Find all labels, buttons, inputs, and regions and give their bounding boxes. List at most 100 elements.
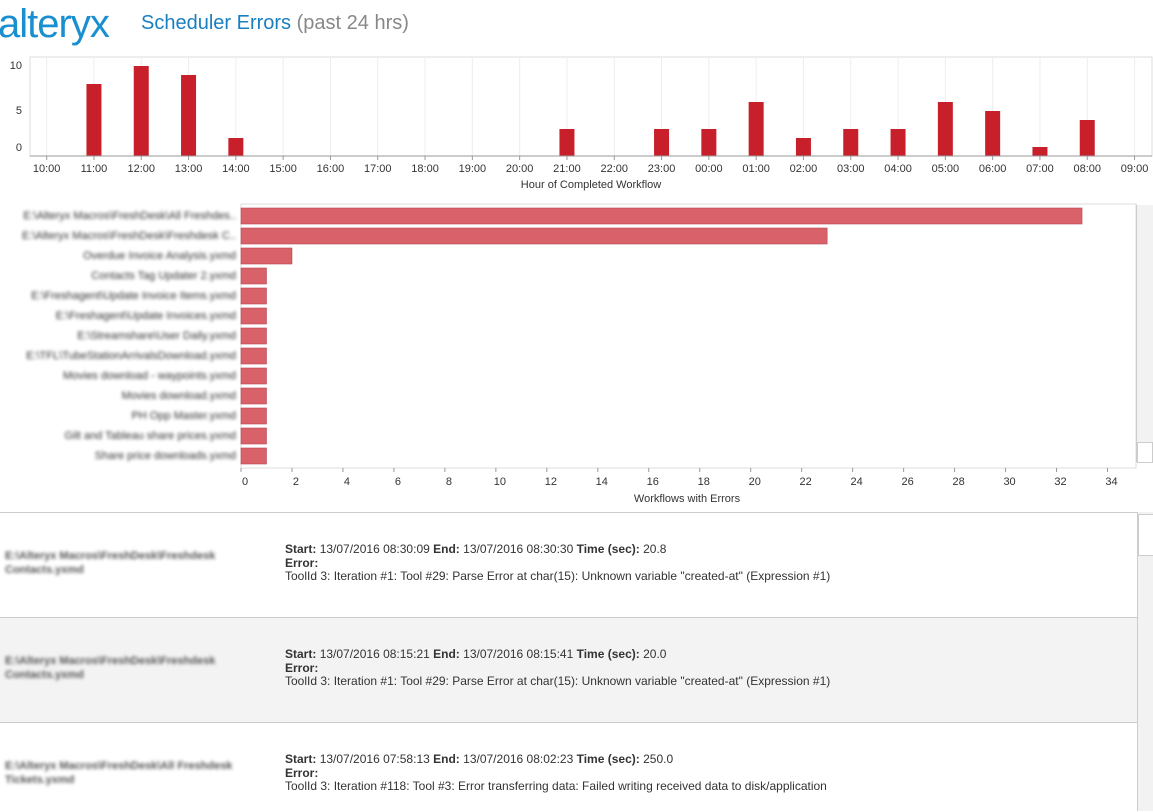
x-tick-label: 30 <box>1003 476 1015 488</box>
x-tick-label: 14:00 <box>222 163 250 175</box>
bar <box>240 307 267 325</box>
x-tick-label: 04:00 <box>884 163 912 175</box>
bar <box>654 129 670 156</box>
scrollbar[interactable] <box>1137 512 1153 811</box>
field-value: 13/07/2016 07:58:13 <box>319 752 430 766</box>
field-label: Error: <box>285 555 319 570</box>
workflow-name: E:\Alteryx Macros\FreshDesk\All Freshdes… <box>5 760 233 786</box>
bar <box>181 75 197 156</box>
x-axis-title: Workflows with Errors <box>634 493 741 505</box>
bar <box>240 347 267 365</box>
bar <box>240 287 267 305</box>
bar <box>240 447 267 465</box>
bar <box>240 367 267 385</box>
x-tick-label: 18:00 <box>411 163 439 175</box>
bar <box>240 327 267 345</box>
error-label-line: Error: <box>285 660 830 676</box>
bar <box>795 138 811 156</box>
error-message: ToolId 3: Iteration #1: Tool #29: Parse … <box>285 569 831 583</box>
bar <box>985 111 1001 156</box>
bar <box>240 267 267 285</box>
field-value: 13/07/2016 08:02:23 <box>463 752 574 766</box>
timing: Start: 13/07/2016 08:15:21 End: 13/07/20… <box>285 647 830 662</box>
error-label-line: Error: <box>285 555 830 571</box>
bar <box>240 387 267 405</box>
x-tick-label: 16:00 <box>317 163 345 175</box>
x-tick-label: 12 <box>545 476 557 488</box>
scrollbar[interactable] <box>1136 205 1153 463</box>
y-tick-label: 10 <box>10 60 22 72</box>
field-value: 13/07/2016 08:30:09 <box>319 542 430 556</box>
error-detail: Start: 13/07/2016 07:58:13 End: 13/07/20… <box>285 752 827 794</box>
error-detail: Start: 13/07/2016 08:30:09 End: 13/07/20… <box>285 542 831 584</box>
x-tick-label: 22:00 <box>600 163 628 175</box>
field-label: Start: <box>285 752 317 766</box>
field-label: End: <box>433 752 460 766</box>
x-tick-label: 21:00 <box>553 163 581 175</box>
y-tick-label: E:\Alteryx Macros\FreshDesk\Freshdesk C.… <box>22 230 236 242</box>
y-tick-label: E:\Streamshare\User Daily.yxmd <box>77 330 236 342</box>
timing: Start: 13/07/2016 08:30:09 End: 13/07/20… <box>285 542 830 557</box>
subtitle: (past 24 hrs) <box>296 12 409 34</box>
x-tick-label: 18 <box>698 476 710 488</box>
workflow-name: E:\Alteryx Macros\FreshDesk\Freshdesk Co… <box>5 655 216 681</box>
field-label: Time (sec): <box>576 647 640 661</box>
y-tick-label: Overdue Invoice Analysis.yxmd <box>83 250 236 262</box>
x-tick-label: 11:00 <box>81 163 108 175</box>
field-value: 13/07/2016 08:30:30 <box>463 542 574 556</box>
x-tick-label: 10 <box>494 476 506 488</box>
y-tick-label: 5 <box>16 105 22 117</box>
y-tick-label: Contacts Tag Updater 2.yxmd <box>91 270 236 282</box>
workflow-chart: E:\Alteryx Macros\FreshDesk\All Freshdes… <box>22 203 1137 505</box>
error-list: E:\Alteryx Macros\FreshDesk\Freshdesk Co… <box>0 512 1137 812</box>
x-tick-label: 07:00 <box>1026 163 1054 175</box>
x-tick-label: 0 <box>242 476 248 488</box>
title-text: Scheduler Errors <box>141 12 292 34</box>
bar <box>1079 120 1095 156</box>
scroll-thumb[interactable] <box>1137 442 1153 463</box>
x-tick-label: 13:00 <box>175 163 203 175</box>
field-value: 20.8 <box>643 542 667 556</box>
x-tick-label: 00:00 <box>695 163 723 175</box>
bar <box>890 129 906 156</box>
x-tick-label: 05:00 <box>932 163 960 175</box>
y-tick-label: E:\Alteryx Macros\FreshDesk\All Freshdes… <box>23 210 236 222</box>
x-tick-label: 03:00 <box>837 163 865 175</box>
x-tick-label: 32 <box>1054 476 1066 488</box>
bar <box>240 227 828 245</box>
bar <box>937 102 953 156</box>
x-tick-label: 26 <box>902 476 914 488</box>
y-tick-label: 0 <box>16 142 22 154</box>
x-tick-label: 16 <box>647 476 659 488</box>
x-tick-label: 01:00 <box>742 163 770 175</box>
error-detail: Start: 13/07/2016 08:15:21 End: 13/07/20… <box>285 647 830 689</box>
logo: alteryx <box>0 2 110 46</box>
error-row: E:\Alteryx Macros\FreshDesk\All Freshdes… <box>0 723 1137 812</box>
field-value: 250.0 <box>643 752 674 766</box>
field-label: Error: <box>285 660 319 675</box>
field-label: Error: <box>285 765 319 780</box>
x-tick-label: 12:00 <box>127 163 155 175</box>
x-tick-label: 19:00 <box>459 163 487 175</box>
x-tick-label: 23:00 <box>648 163 676 175</box>
bar <box>240 427 267 445</box>
bar <box>1032 147 1048 156</box>
x-tick-label: 08:00 <box>1073 163 1101 175</box>
hourly-chart: 0 5 10 10:00 11:00 12:00 13:00 14:00 15:00 16:00 1… <box>10 56 1153 191</box>
bar <box>240 247 293 265</box>
error-message: ToolId 3: Iteration #118: Tool #3: Error… <box>285 779 827 793</box>
field-value: 13/07/2016 08:15:21 <box>319 647 430 661</box>
field-label: Start: <box>285 647 317 661</box>
bar <box>240 407 267 425</box>
x-tick-label: 14 <box>596 476 608 488</box>
field-label: End: <box>433 647 460 661</box>
timing: Start: 13/07/2016 07:58:13 End: 13/07/20… <box>285 752 827 767</box>
x-tick-label: 28 <box>952 476 964 488</box>
title: Scheduler Errors (past 24 hrs) <box>141 12 409 35</box>
y-tick-label: Movies download.yxmd <box>122 390 236 402</box>
bar <box>240 207 1083 225</box>
field-label: Time (sec): <box>576 752 640 766</box>
scroll-thumb[interactable] <box>1138 514 1153 556</box>
y-tick-label: Movies download - waypoints.yxmd <box>63 370 236 382</box>
